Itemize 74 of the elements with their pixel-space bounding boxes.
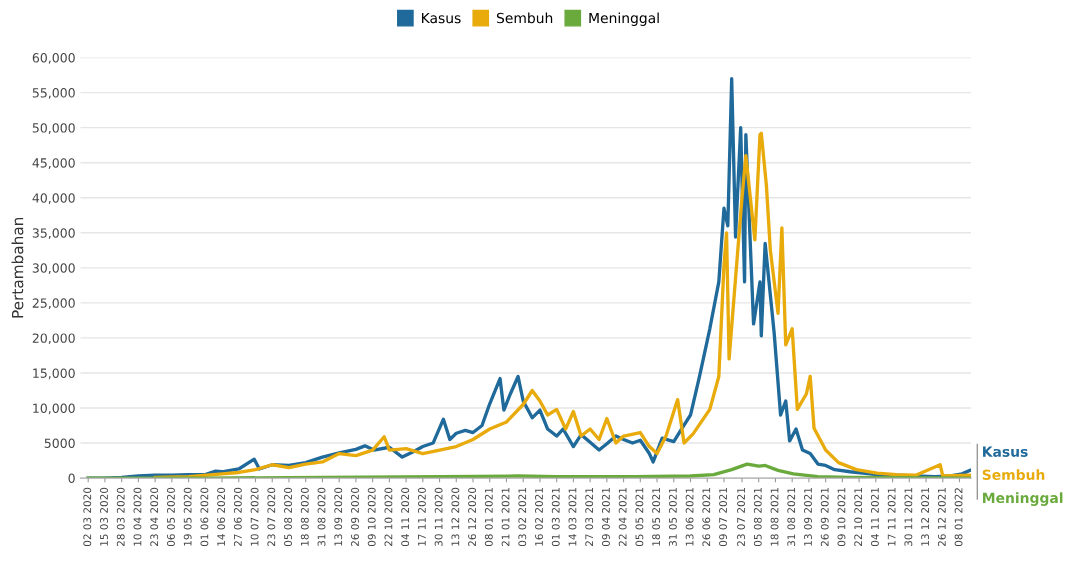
x-tick-label: 26 12 2020 [468,487,477,546]
x-tick-label: 23 07 2020 [267,487,276,546]
legend-label: Kasus [422,12,461,24]
x-tick-label: 26 09 2020 [351,487,359,546]
x-tick-label: 14 06 2020 [217,487,226,546]
x-tick-label: 13 09 2021 [804,488,812,546]
x-tick-label: 22 10 2020 [384,487,393,546]
x-tick-label: 05 08 2020 [284,487,292,547]
x-tick-label: 18 08 2021 [770,488,779,546]
x-tick-label: 15 03 2020 [100,487,108,546]
x-tick-label: 19 05 2020 [183,487,192,546]
y-tick-label: 35,000 [32,228,75,239]
x-tick-label: 08 01 2022 [954,488,963,547]
y-tick-label: 15,000 [33,368,75,380]
y-tick-label: 60,000 [32,53,75,64]
x-tick-label: 05 05 2021 [635,488,644,547]
x-tick-label: 26 09 2021 [820,488,829,546]
y-axis-title: Pertambahan [11,217,24,318]
y-tick-label: 5000 [44,438,75,448]
legend-label: Sembuh [496,12,553,24]
x-tick-label: 04 11 2020 [401,487,410,547]
x-tick-label: 02 03 2020 [83,487,92,547]
x-tick-label: 01 03 2021 [551,488,560,547]
y-tick-label: 50,000 [32,123,75,134]
x-tick-label: 10 07 2020 [250,487,259,546]
x-tick-label: 26 06 2021 [702,488,711,546]
x-tick-label: 31 08 2020 [317,487,326,546]
x-tick-label: 13 06 2021 [685,488,694,546]
x-tick-label: 30 11 2020 [434,487,443,546]
x-tick-label: 30 11 2021 [904,488,913,546]
line-series [86,462,972,479]
text: Sembuh [982,469,1045,481]
legend-label: Meninggal [589,12,659,26]
x-tick-label: 16 02 2021 [535,488,543,546]
x-tick-label: 09 10 2020 [367,487,376,547]
y-tick-label: 10,000 [33,403,75,415]
y-tick-label: 45,000 [32,158,75,169]
x-tick-label: 13 12 2021 [921,488,930,546]
y-tick-label: 30,000 [32,263,75,275]
x-tick-label: 09 07 2021 [719,488,727,547]
x-tick-label: 17 11 2021 [887,488,896,546]
x-tick-label: 26 12 2021 [937,488,946,546]
text: Meninggal [983,492,1063,506]
x-tick-label: 27 06 2020 [233,487,242,546]
x-tick-label: 06 05 2020 [166,487,175,547]
x-tick-label: 18 05 2021 [652,488,661,546]
x-tick-label: 14 03 2021 [568,488,577,546]
x-tick-label: 05 08 2021 [753,488,762,547]
x-tick-label: 23 07 2021 [737,488,746,546]
x-tick-label: 17 11 2020 [417,487,426,546]
x-tick-label: 31 05 2021 [668,488,677,546]
x-tick-label: 27 03 2021 [585,488,594,546]
x-tick-label: 13 12 2020 [451,487,460,546]
x-tick-label: 08 01 2021 [484,488,493,547]
x-tick-label: 22 10 2021 [854,488,863,546]
x-tick-label: 01 06 2020 [200,487,209,547]
y-tick-label: 55,000 [32,88,75,99]
y-tick-label: 25,000 [32,298,75,310]
y-tick-label: 20,000 [32,333,75,345]
x-tick-label: 09 10 2021 [837,488,846,547]
x-tick-label: 13 09 2020 [334,487,343,546]
x-tick-label: 10 04 2020 [133,487,142,546]
x-tick-label: 23 04 2020 [150,487,159,546]
x-tick-label: 22 04 2021 [618,488,627,546]
x-tick-label: 18 08 2020 [300,487,309,546]
y-tick-label: 0 [68,473,75,484]
x-tick-label: 04 11 2021 [870,488,879,547]
text: Kasus [983,446,1028,457]
x-tick-label: 09 04 2021 [601,488,610,547]
x-tick-label: 28 03 2020 [116,487,125,546]
y-tick-label: 40,000 [32,193,75,204]
x-tick-label: 03 02 2021 [518,488,527,547]
x-tick-label: 31 08 2021 [787,488,796,546]
x-tick-label: 21 01 2021 [501,488,510,546]
